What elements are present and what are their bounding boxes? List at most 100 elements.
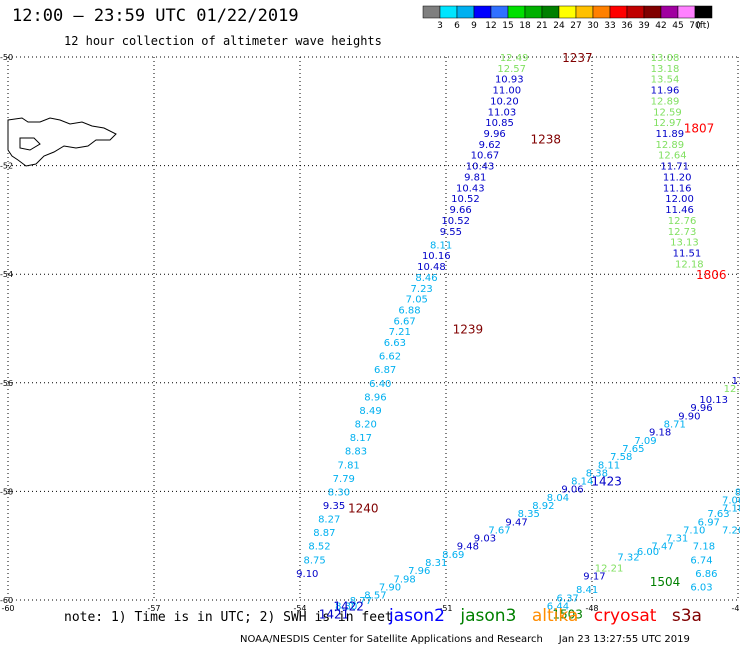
- wave-height-point: 7.20: [722, 525, 740, 536]
- wave-height-point: 12.57: [497, 64, 526, 75]
- wave-height-point: 6.87: [374, 365, 396, 376]
- legend-jason2: jason2: [389, 606, 445, 626]
- track-time-label: 1504: [650, 575, 681, 589]
- wave-height-point: 7.18: [722, 504, 740, 515]
- wave-height-point: 11.16: [663, 183, 692, 194]
- wave-height-point: 9.35: [323, 501, 345, 512]
- track-time-label: 1422: [333, 599, 364, 613]
- wave-height-point: 9.96: [690, 403, 712, 414]
- wave-height-point: 12.59: [653, 107, 682, 118]
- wave-height-point: 7.47: [651, 542, 673, 553]
- colorbar-label: 3: [437, 21, 443, 31]
- wave-height-point: 13.13: [670, 238, 699, 249]
- wave-height-point: 9.62: [479, 140, 501, 151]
- wave-height-point: 7.81: [338, 460, 360, 471]
- colorbar-label: 45: [672, 21, 683, 31]
- wave-height-point: 9.81: [464, 172, 486, 183]
- wave-height-point: 6.63: [384, 338, 406, 349]
- wave-height-point: 8.04: [547, 493, 569, 504]
- wave-height-point: 7.90: [379, 582, 401, 593]
- wave-height-point: 13.18: [651, 64, 680, 75]
- colorbar-swatch: [694, 5, 713, 19]
- wave-height-point: 10.48: [417, 262, 446, 273]
- credit-text: NOAA/NESDIS Center for Satellite Applica…: [240, 634, 543, 645]
- wave-height-point: 11.51: [673, 248, 702, 259]
- y-tick-label: -52: [0, 162, 13, 171]
- wave-height-point: 8.41: [576, 585, 598, 596]
- x-tick-label: -48: [585, 604, 598, 613]
- colorbar-label: 30: [587, 21, 599, 31]
- y-tick-label: -60: [0, 596, 13, 605]
- wave-height-point: 7.96: [408, 566, 430, 577]
- track-time-label: 1239: [453, 323, 484, 337]
- wave-height-point: 12.73: [668, 227, 697, 238]
- wave-height-point: 6.40: [369, 379, 391, 390]
- legend-s3a: s3a: [671, 606, 702, 626]
- page-subtitle: 12 hour collection of altimeter wave hei…: [64, 34, 382, 48]
- wave-height-point: 6.97: [698, 517, 720, 528]
- wave-height-point: 8.96: [364, 392, 386, 403]
- wave-height-point: 11.71: [660, 162, 689, 173]
- wave-height-point: 11.03: [488, 107, 517, 118]
- wave-height-point: 6.86: [695, 569, 717, 580]
- colorbar-label: 24: [553, 21, 565, 31]
- wave-height-point: 12.19: [724, 384, 740, 395]
- wave-height-point: 6.62: [379, 352, 401, 363]
- track-time-label: 1421: [319, 608, 350, 622]
- track-time-label: 1807: [684, 122, 715, 136]
- wave-height-point: 8.52: [308, 542, 330, 553]
- colorbar-label: 42: [655, 21, 666, 31]
- y-tick-label: -56: [0, 379, 13, 388]
- colorbar-label: 18: [519, 21, 531, 31]
- colorbar-label: 70: [689, 21, 701, 31]
- wave-height-point: 6.03: [690, 582, 712, 593]
- wave-height-point: 6.37: [557, 593, 579, 604]
- colorbar-label: 15: [502, 21, 513, 31]
- wave-height-point: 9.10: [296, 569, 318, 580]
- wave-height-point: 8.69: [442, 550, 464, 561]
- footer-credit: NOAA/NESDIS Center for Satellite Applica…: [240, 634, 690, 645]
- wave-height-point: 8.20: [355, 420, 377, 431]
- wave-height-point: 7.18: [693, 542, 715, 553]
- legend-altika: altika: [531, 606, 579, 626]
- wave-height-point: 8.35: [518, 509, 540, 520]
- wave-height-point: 11: [732, 376, 740, 387]
- wave-height-point: 10.67: [471, 151, 500, 162]
- wave-height-point: 8.14: [571, 477, 593, 488]
- wave-height-point: 11.96: [651, 86, 680, 97]
- wave-height-point: 9.17: [583, 572, 605, 583]
- wave-height-point: 6.67: [394, 316, 416, 327]
- wave-height-point: 8.77: [350, 596, 372, 607]
- wave-height-point: 12.49: [500, 53, 529, 64]
- wave-height-point: 12.21: [595, 563, 624, 574]
- wave-height-point: 9.90: [678, 411, 700, 422]
- wave-height-point: 7.79: [333, 474, 355, 485]
- wave-height-point: 8.83: [345, 447, 367, 458]
- colorbar: 3 6 9 12 15 18 21 24 27 30 33 36 39 42 45 70 (ft): [0, 0, 740, 40]
- footer-note: note: 1) Time is in UTC; 2) SWH is in fe…: [64, 610, 393, 625]
- page-title: 12:00 – 23:59 UTC 01/22/2019: [12, 6, 299, 26]
- wave-height-point: 7.06: [722, 496, 740, 507]
- wave-height-point: 8.75: [303, 555, 325, 566]
- colorbar-label: 6: [454, 21, 460, 31]
- track-time-label: 1806: [696, 268, 727, 282]
- wave-height-point: 8.30: [328, 487, 350, 498]
- wave-height-point: 12.97: [653, 118, 682, 129]
- wave-height-point: 7.63: [707, 509, 729, 520]
- wave-height-point: 12.89: [656, 140, 685, 151]
- wave-height-point: 10.13: [699, 395, 728, 406]
- wave-height-point: 12.64: [658, 151, 687, 162]
- wave-height-point: 8.92: [532, 501, 554, 512]
- wave-height-point: 6.44: [547, 601, 569, 612]
- wave-height-point: 9.18: [649, 428, 671, 439]
- y-tick-label: -54: [0, 270, 13, 279]
- wave-height-point: 7.09: [634, 436, 656, 447]
- y-tick-label: -58: [0, 487, 13, 496]
- wave-height-point: 7.21: [389, 327, 411, 338]
- wave-height-point: 6.74: [690, 555, 712, 566]
- wave-height-point: 7.98: [394, 574, 416, 585]
- wave-height-point: 11.20: [663, 172, 692, 183]
- wave-height-point: 12.89: [651, 96, 680, 107]
- wave-height-point: 12.00: [665, 194, 694, 205]
